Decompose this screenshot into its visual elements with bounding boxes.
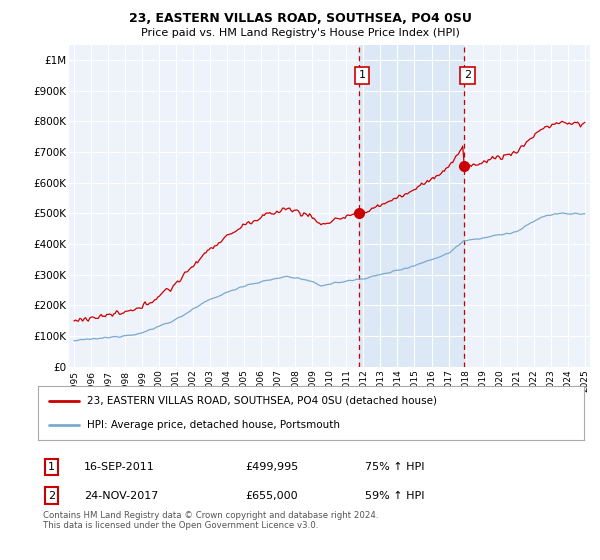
Text: 23, EASTERN VILLAS ROAD, SOUTHSEA, PO4 0SU (detached house): 23, EASTERN VILLAS ROAD, SOUTHSEA, PO4 0… — [87, 396, 437, 406]
Text: £655,000: £655,000 — [245, 491, 298, 501]
Text: 2: 2 — [48, 491, 55, 501]
Text: Price paid vs. HM Land Registry's House Price Index (HPI): Price paid vs. HM Land Registry's House … — [140, 28, 460, 38]
Text: 16-SEP-2011: 16-SEP-2011 — [84, 462, 155, 472]
Text: £499,995: £499,995 — [245, 462, 299, 472]
Text: 1: 1 — [48, 462, 55, 472]
Text: 2: 2 — [464, 71, 471, 81]
Text: 59% ↑ HPI: 59% ↑ HPI — [365, 491, 425, 501]
Text: 1: 1 — [358, 71, 365, 81]
Text: HPI: Average price, detached house, Portsmouth: HPI: Average price, detached house, Port… — [87, 420, 340, 430]
Bar — [359, 45, 464, 367]
Text: 24-NOV-2017: 24-NOV-2017 — [84, 491, 158, 501]
Text: 75% ↑ HPI: 75% ↑ HPI — [365, 462, 425, 472]
Text: Contains HM Land Registry data © Crown copyright and database right 2024.
This d: Contains HM Land Registry data © Crown c… — [43, 511, 379, 530]
Text: 23, EASTERN VILLAS ROAD, SOUTHSEA, PO4 0SU: 23, EASTERN VILLAS ROAD, SOUTHSEA, PO4 0… — [128, 12, 472, 25]
